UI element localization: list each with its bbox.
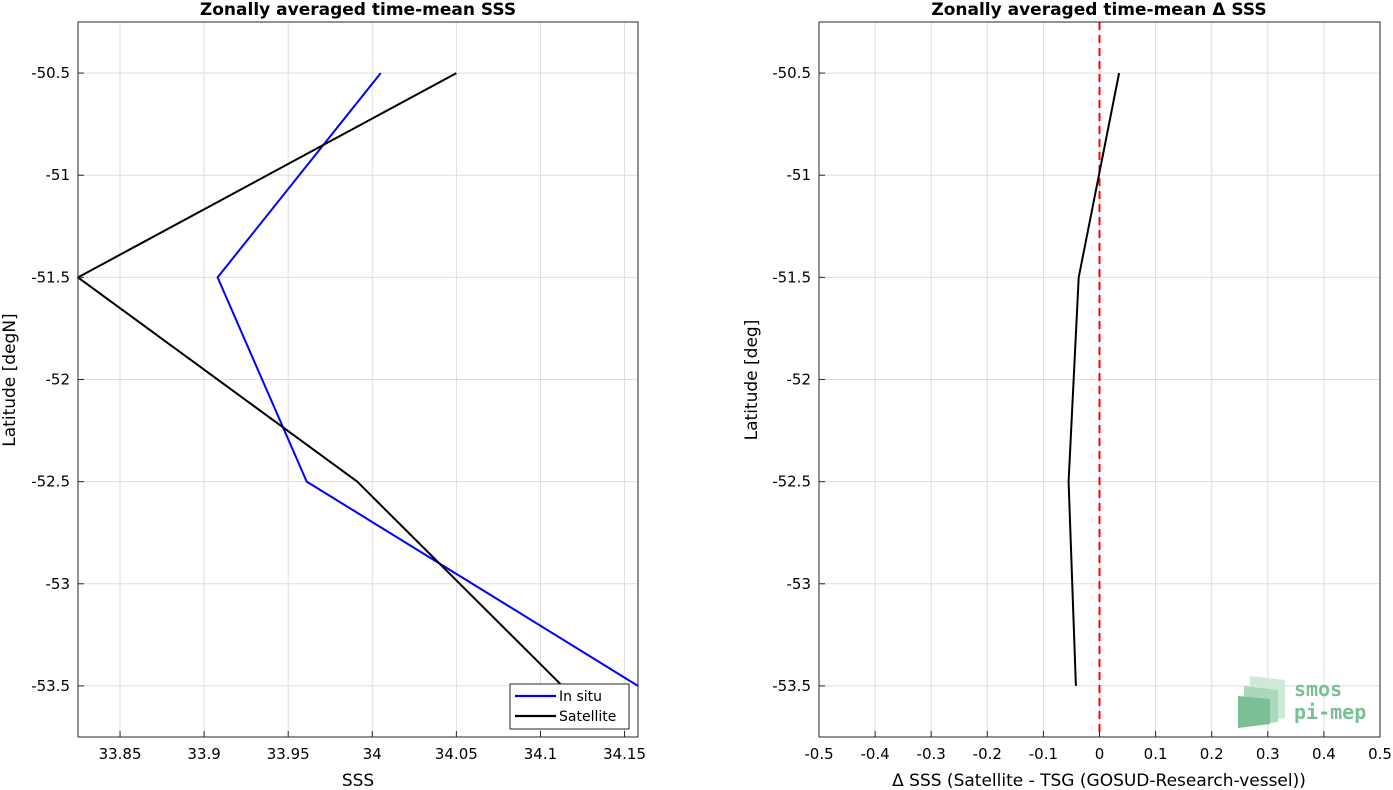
delta-chart-title: Zonally averaged time-mean Δ SSS: [931, 0, 1266, 20]
smos-pi-mep-logo: smos pi-mep: [1238, 676, 1366, 728]
sss-ticks: 33.85 33.9 33.95 34 34.05 34.1 34.15 -50.5 -51 -5…: [31, 64, 646, 763]
delta-series: [1067, 72, 1121, 686]
series-line-in-situ: [216, 72, 639, 687]
y-tick-label: -51.5: [31, 268, 70, 286]
y-tick-label: -53.5: [31, 677, 70, 695]
x-tick-label: -0.4: [860, 745, 889, 763]
sss-y-axis-label: Latitude [degN]: [0, 313, 20, 446]
x-tick-label: 34.1: [524, 745, 557, 763]
y-tick-label: -53: [46, 575, 71, 593]
x-tick-label: 34.15: [603, 745, 646, 763]
y-tick-label: -51.5: [772, 268, 811, 286]
x-tick-label: -0.2: [973, 745, 1002, 763]
sss-grid: [78, 22, 638, 737]
y-tick-label: -51: [787, 166, 812, 184]
x-tick-label: -0.1: [1029, 745, 1058, 763]
x-tick-label: 34: [363, 745, 382, 763]
sss-chart-panel: 33.85 33.9 33.95 34 34.05 34.1 34.15 -50.5 -51 -5…: [0, 0, 646, 790]
delta-y-axis-label: Latitude [deg]: [742, 320, 762, 441]
legend-box: [509, 683, 630, 730]
x-tick-label: 0.3: [1256, 745, 1280, 763]
sss-x-axis-label: SSS: [342, 771, 374, 790]
delta-x-axis-label: Δ SSS (Satellite - TSG (GOSUD-Research-v…: [892, 771, 1306, 790]
x-tick-label: 0.2: [1200, 745, 1224, 763]
delta-ticks: -0.5 -0.4 -0.3 -0.2 -0.1 0 0.1 0.2 0.3 0.4 0.5 -50.…: [772, 64, 1392, 763]
x-tick-label: -0.3: [917, 745, 946, 763]
x-tick-label: 34.05: [435, 745, 478, 763]
y-tick-label: -52: [46, 371, 71, 389]
y-tick-label: -53.5: [772, 677, 811, 695]
x-tick-label: 0.4: [1312, 745, 1336, 763]
x-tick-label: 0: [1095, 745, 1105, 763]
x-tick-label: -0.5: [804, 745, 833, 763]
y-tick-label: -50.5: [31, 64, 70, 82]
y-tick-label: -51: [46, 166, 71, 184]
legend-label-in-situ: In situ: [559, 689, 602, 705]
series-line-delta: [1067, 72, 1121, 686]
logo-shape-front: [1238, 696, 1270, 728]
legend-label-satellite: Satellite: [559, 709, 616, 725]
x-tick-label: 33.85: [99, 745, 142, 763]
y-tick-label: -52.5: [31, 473, 70, 491]
logo-text-pi-mep: pi-mep: [1294, 700, 1366, 724]
x-tick-label: 0.1: [1144, 745, 1168, 763]
sss-chart-title: Zonally averaged time-mean SSS: [200, 0, 516, 20]
delta-sss-chart-panel: -0.5 -0.4 -0.3 -0.2 -0.1 0 0.1 0.2 0.3 0.4 0.5 -50.…: [742, 0, 1392, 790]
x-tick-label: 33.9: [187, 745, 220, 763]
x-tick-label: 33.95: [267, 745, 310, 763]
y-tick-label: -52: [787, 371, 812, 389]
y-tick-label: -52.5: [772, 473, 811, 491]
sss-series: [77, 72, 639, 687]
series-line-satellite: [77, 72, 564, 687]
x-tick-label: 0.5: [1368, 745, 1392, 763]
y-tick-label: -50.5: [772, 64, 811, 82]
y-tick-label: -53: [787, 575, 812, 593]
logo-text-smos: smos: [1294, 677, 1342, 701]
sss-legend: In situ Satellite: [509, 683, 630, 730]
